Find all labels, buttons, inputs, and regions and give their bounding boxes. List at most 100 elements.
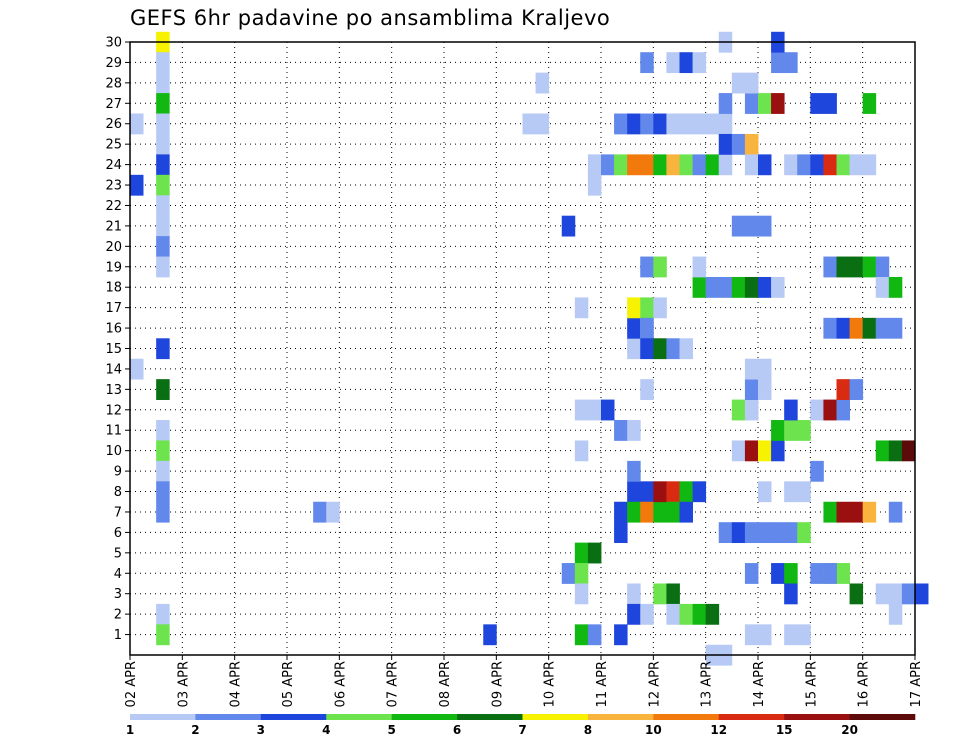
colorbar-swatch xyxy=(587,714,654,720)
heatmap-cell xyxy=(718,522,733,544)
heatmap-cell xyxy=(156,481,170,503)
colorbar-swatch xyxy=(391,714,458,720)
heatmap-cell xyxy=(836,154,850,176)
heatmap-cell xyxy=(574,583,589,605)
heatmap-cell xyxy=(810,399,824,421)
heatmap-cell xyxy=(823,154,837,176)
y-tick-label: 12 xyxy=(105,403,122,418)
heatmap-cell xyxy=(574,542,589,564)
heatmap-cell xyxy=(744,440,759,462)
heatmap-cell xyxy=(797,522,811,544)
heatmap-cell xyxy=(758,276,772,298)
x-tick-label: 06 APR xyxy=(333,661,348,707)
colorbar-label: 3 xyxy=(257,723,265,737)
heatmap-cell xyxy=(810,563,824,584)
heatmap-cell xyxy=(653,481,667,503)
heatmap-cell xyxy=(587,542,602,564)
heatmap-cell xyxy=(587,624,602,646)
heatmap-cell xyxy=(666,154,680,176)
heatmap-cell xyxy=(587,399,602,421)
heatmap-cell xyxy=(797,481,811,503)
colorbar-label: 20 xyxy=(841,723,858,737)
cells-layer xyxy=(130,31,929,666)
heatmap-cell xyxy=(784,420,798,441)
y-tick-label: 20 xyxy=(105,240,122,255)
colorbar-label: 10 xyxy=(645,723,662,737)
heatmap-cell xyxy=(627,338,641,360)
x-tick-label: 13 APR xyxy=(700,661,715,707)
y-tick-label: 29 xyxy=(105,56,122,71)
y-tick-label: 10 xyxy=(105,444,122,459)
heatmap-cell xyxy=(692,154,707,176)
heatmap-cell xyxy=(640,297,654,319)
heatmap-cell xyxy=(888,276,903,298)
heatmap-cell xyxy=(692,481,707,503)
colorbar-label: 7 xyxy=(518,723,526,737)
x-tick-label: 12 APR xyxy=(647,661,662,707)
heatmap-cell xyxy=(574,624,589,646)
heatmap-cell xyxy=(810,460,824,482)
heatmap-cell xyxy=(758,215,772,237)
colorbar-label: 4 xyxy=(322,723,330,737)
heatmap-cell xyxy=(156,52,170,74)
y-tick-label: 5 xyxy=(114,546,122,561)
heatmap-cell xyxy=(744,133,759,155)
heatmap-cell xyxy=(915,583,929,605)
y-tick-label: 4 xyxy=(114,567,122,582)
heatmap-cell xyxy=(758,522,772,544)
heatmap-cell xyxy=(156,460,170,482)
x-tick-label: 09 APR xyxy=(490,661,505,707)
heatmap-cell xyxy=(758,358,772,380)
heatmap-cell xyxy=(862,501,877,523)
heatmap-cell xyxy=(731,440,746,462)
heatmap-cell xyxy=(888,317,903,339)
colorbar-swatch xyxy=(457,714,523,720)
x-tick-label: 05 APR xyxy=(281,661,296,707)
heatmap-cell xyxy=(849,379,864,400)
heatmap-cell xyxy=(784,624,798,646)
heatmap-cell xyxy=(771,93,785,114)
heatmap-cell xyxy=(614,501,628,523)
colorbar-swatch xyxy=(326,714,392,720)
heatmap-cell xyxy=(627,460,641,482)
heatmap-cell xyxy=(901,440,916,462)
heatmap-cell xyxy=(849,317,864,339)
heatmap-cell xyxy=(574,440,589,462)
heatmap-cell xyxy=(888,603,903,625)
heatmap-cell xyxy=(771,440,785,462)
heatmap-cell xyxy=(640,154,654,176)
colorbar-swatch xyxy=(718,714,785,720)
heatmap-cell xyxy=(771,522,785,544)
heatmap-cell xyxy=(784,399,798,421)
heatmap-cell xyxy=(679,154,693,176)
x-tick-label: 11 APR xyxy=(595,661,610,707)
y-tick-label: 2 xyxy=(114,608,122,623)
heatmap-cell xyxy=(627,481,641,503)
heatmap-cell xyxy=(156,501,170,523)
y-tick-label: 19 xyxy=(105,260,122,275)
heatmap-cell xyxy=(862,317,877,339)
heatmap-cell xyxy=(666,52,680,74)
heatmap-cell xyxy=(156,440,170,462)
heatmap-cell xyxy=(156,72,170,94)
x-tick-label: 16 APR xyxy=(857,661,872,707)
colorbar-swatch xyxy=(653,714,720,720)
y-tick-label: 8 xyxy=(114,485,122,500)
heatmap-cell xyxy=(875,440,890,462)
heatmap-cell xyxy=(888,501,903,523)
heatmap-cell xyxy=(313,501,327,523)
heatmap-cell xyxy=(758,154,772,176)
heatmap-cell xyxy=(836,501,850,523)
heatmap-cell xyxy=(771,52,785,74)
colorbar-label: 5 xyxy=(387,723,395,737)
y-tick-label: 26 xyxy=(105,117,122,132)
heatmap-cell xyxy=(744,522,759,544)
heatmap-cell xyxy=(692,256,707,278)
heatmap-cell xyxy=(784,52,798,74)
y-tick-label: 15 xyxy=(105,342,122,357)
heatmap-cell xyxy=(744,358,759,380)
heatmap-cell xyxy=(653,338,667,360)
heatmap-cell xyxy=(156,174,170,196)
colorbar-label: 1 xyxy=(126,723,134,737)
